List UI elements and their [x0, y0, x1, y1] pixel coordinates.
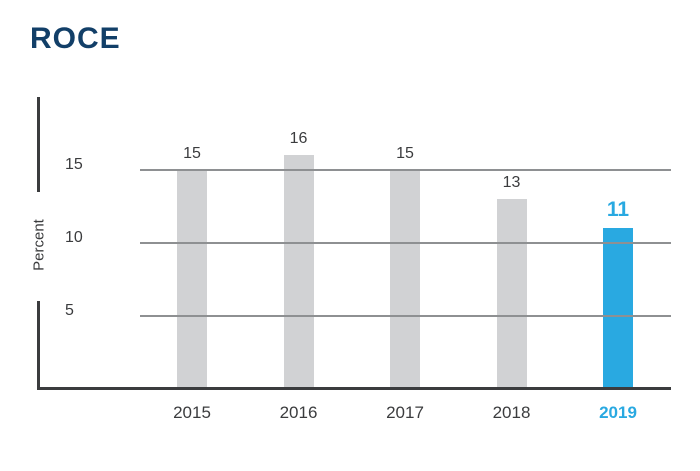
gridline-5	[140, 315, 671, 317]
x-tick-label-2019: 2019	[599, 403, 637, 422]
bar-value-label-2017: 15	[396, 145, 414, 162]
y-axis-line-top	[37, 97, 40, 192]
bar-value-label-2015: 15	[183, 145, 201, 162]
bar-2015	[177, 170, 207, 389]
chart-title: ROCE	[30, 22, 121, 55]
y-axis-label: Percent	[30, 219, 48, 271]
bar-2017	[390, 170, 420, 389]
bar-2019	[603, 228, 633, 389]
x-axis-line	[37, 387, 671, 390]
y-tick-label-5: 5	[65, 302, 74, 319]
bar-value-label-2016: 16	[289, 130, 308, 148]
bar-value-label-2019: 11	[606, 198, 630, 222]
bar-value-label-2018: 13	[502, 174, 521, 192]
x-tick-label-2016: 2016	[279, 403, 318, 422]
y-tick-label-10: 10	[65, 229, 83, 246]
gridline-15	[140, 169, 671, 171]
gridline-10	[140, 242, 671, 244]
x-tick-label-2015: 2015	[173, 403, 211, 422]
bar-2016	[283, 155, 314, 389]
bar-2018	[496, 199, 527, 389]
y-axis-line-bottom	[37, 301, 40, 389]
y-tick-label-15: 15	[65, 156, 83, 173]
x-tick-label-2017: 2017	[386, 403, 424, 422]
x-tick-label-2018: 2018	[492, 403, 531, 422]
